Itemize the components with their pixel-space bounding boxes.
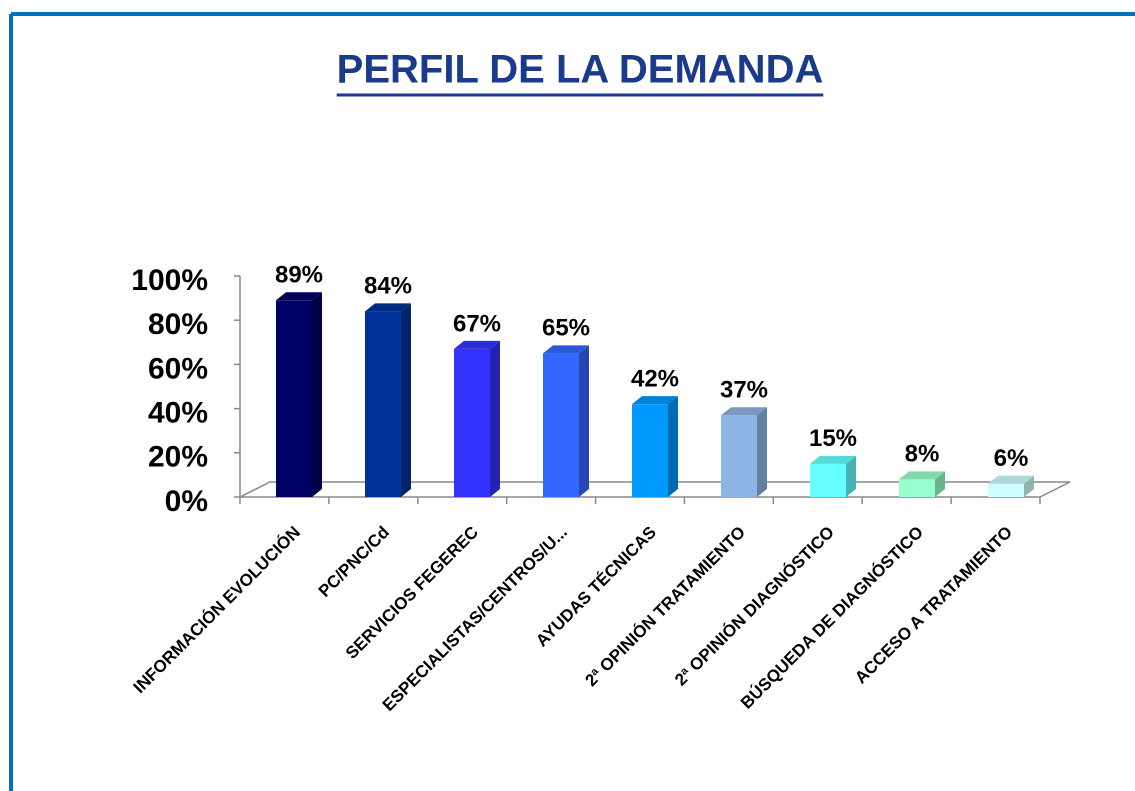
bar-top: [988, 475, 1034, 484]
bar-side: [312, 292, 322, 497]
bar-top: [810, 455, 856, 464]
bar: [988, 475, 1034, 497]
y-tick-label: 80%: [148, 308, 208, 341]
bar: [276, 292, 322, 497]
bar-front: [988, 483, 1024, 497]
bar-top: [543, 345, 589, 354]
bar-front: [365, 311, 401, 497]
bar-side: [757, 407, 767, 497]
bar-front: [543, 353, 579, 497]
bar-side: [935, 471, 945, 497]
bar: [543, 345, 589, 497]
bar-top: [632, 396, 678, 405]
bar-side: [579, 345, 589, 497]
bar-front: [276, 300, 312, 497]
y-tick-label: 100%: [131, 264, 208, 297]
value-label: 42%: [631, 366, 679, 393]
bar-top: [365, 303, 411, 312]
bar: [810, 455, 856, 497]
bar: [365, 303, 411, 497]
bar-side: [1024, 475, 1034, 497]
y-tick-label: 20%: [148, 441, 208, 474]
bar-front: [810, 463, 846, 497]
bar-front: [632, 404, 668, 497]
bar: [899, 471, 945, 497]
bar-side: [401, 303, 411, 497]
value-label: 84%: [364, 273, 412, 300]
bar-front: [721, 415, 757, 497]
value-label: 15%: [809, 425, 857, 452]
bar-side: [668, 396, 678, 497]
bar-top: [276, 292, 322, 301]
bar-side: [490, 340, 500, 497]
bar-top: [721, 407, 767, 416]
y-tick-label: 60%: [148, 352, 208, 385]
value-label: 8%: [905, 441, 940, 468]
value-label: 67%: [453, 310, 501, 337]
y-tick-label: 0%: [165, 485, 208, 518]
bar-top: [899, 471, 945, 480]
value-label: 6%: [994, 445, 1029, 472]
chart-title: PERFIL DE LA DEMANDA: [337, 48, 824, 92]
bar: [454, 340, 500, 497]
value-label: 65%: [542, 315, 590, 342]
bar-front: [454, 348, 490, 497]
bar-side: [846, 455, 856, 497]
value-label: 89%: [275, 262, 323, 289]
bar-top: [454, 340, 500, 349]
bar: [721, 407, 767, 497]
y-tick-label: 40%: [148, 397, 208, 430]
bar-front: [899, 479, 935, 497]
value-label: 37%: [720, 377, 768, 404]
bar: [632, 396, 678, 497]
